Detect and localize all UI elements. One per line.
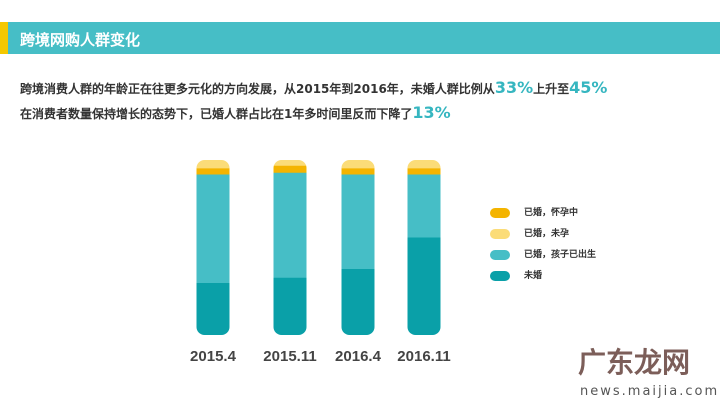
description-line-1: 跨境消费人群的年龄正在往更多元化的方向发展，从2015年到2016年，未婚人群比… bbox=[20, 78, 607, 98]
x-tick-label: 2015.4 bbox=[190, 348, 237, 365]
bar-segment bbox=[273, 160, 307, 166]
bar-2016.11 bbox=[407, 160, 441, 335]
legend-label: 已婚，怀孕中 bbox=[524, 208, 579, 218]
legend-swatch bbox=[490, 271, 510, 281]
bar-2015.11 bbox=[273, 160, 307, 335]
bar-segment bbox=[407, 174, 441, 238]
bar-segment bbox=[196, 174, 230, 283]
watermark-logo: 广东龙网 bbox=[578, 346, 691, 379]
text: 在消费者数量保持增长的态势下，已婚人群占比在1年多时间里反而下降了 bbox=[20, 107, 413, 121]
bar-segment bbox=[341, 268, 375, 335]
bar-segment bbox=[341, 174, 375, 269]
description-line-2: 在消费者数量保持增长的态势下，已婚人群占比在1年多时间里反而下降了13% bbox=[20, 103, 451, 123]
legend-swatch bbox=[490, 208, 510, 218]
legend-swatch bbox=[490, 250, 510, 260]
text: 跨境消费人群的年龄正在往更多元化的方向发展，从2015年到2016年，未婚人群比… bbox=[20, 82, 495, 96]
bar-segment bbox=[196, 167, 230, 175]
bar-2016.4 bbox=[341, 160, 375, 335]
bar-2015.4 bbox=[196, 160, 230, 335]
watermark-url: news.maijia.com bbox=[580, 384, 720, 399]
bar-segment bbox=[196, 282, 230, 335]
legend-item: 已婚，怀孕中 bbox=[490, 207, 578, 219]
bar-segment bbox=[407, 160, 441, 169]
highlight-value: 33% bbox=[494, 78, 534, 97]
legend-item: 已婚，未孕 bbox=[490, 228, 569, 240]
x-tick-label: 2016.4 bbox=[335, 348, 382, 365]
header-accent bbox=[0, 22, 8, 54]
bar-segment bbox=[407, 237, 441, 335]
highlight-value: 13% bbox=[412, 103, 451, 122]
bar-segment bbox=[273, 165, 307, 173]
legend-item: 已婚，孩子已出生 bbox=[490, 249, 596, 261]
bar-segment bbox=[196, 160, 230, 169]
x-tick-label: 2016.11 bbox=[397, 348, 450, 365]
text: 上升至 bbox=[533, 82, 570, 96]
legend-item: 未婚 bbox=[490, 270, 542, 282]
bar-segment bbox=[273, 277, 307, 335]
legend-swatch bbox=[490, 229, 510, 239]
legend-label: 已婚，孩子已出生 bbox=[524, 250, 597, 260]
bar-segment bbox=[407, 167, 441, 175]
header-bar: 跨境网购人群变化 bbox=[0, 22, 720, 54]
bar-segment bbox=[341, 160, 375, 169]
legend-label: 已婚，未孕 bbox=[524, 229, 570, 239]
bar-segment bbox=[341, 167, 375, 175]
bar-segment bbox=[273, 172, 307, 278]
page-title: 跨境网购人群变化 bbox=[20, 31, 141, 49]
highlight-value: 45% bbox=[569, 78, 608, 97]
legend-label: 未婚 bbox=[524, 271, 543, 281]
x-tick-label: 2015.11 bbox=[263, 348, 316, 365]
